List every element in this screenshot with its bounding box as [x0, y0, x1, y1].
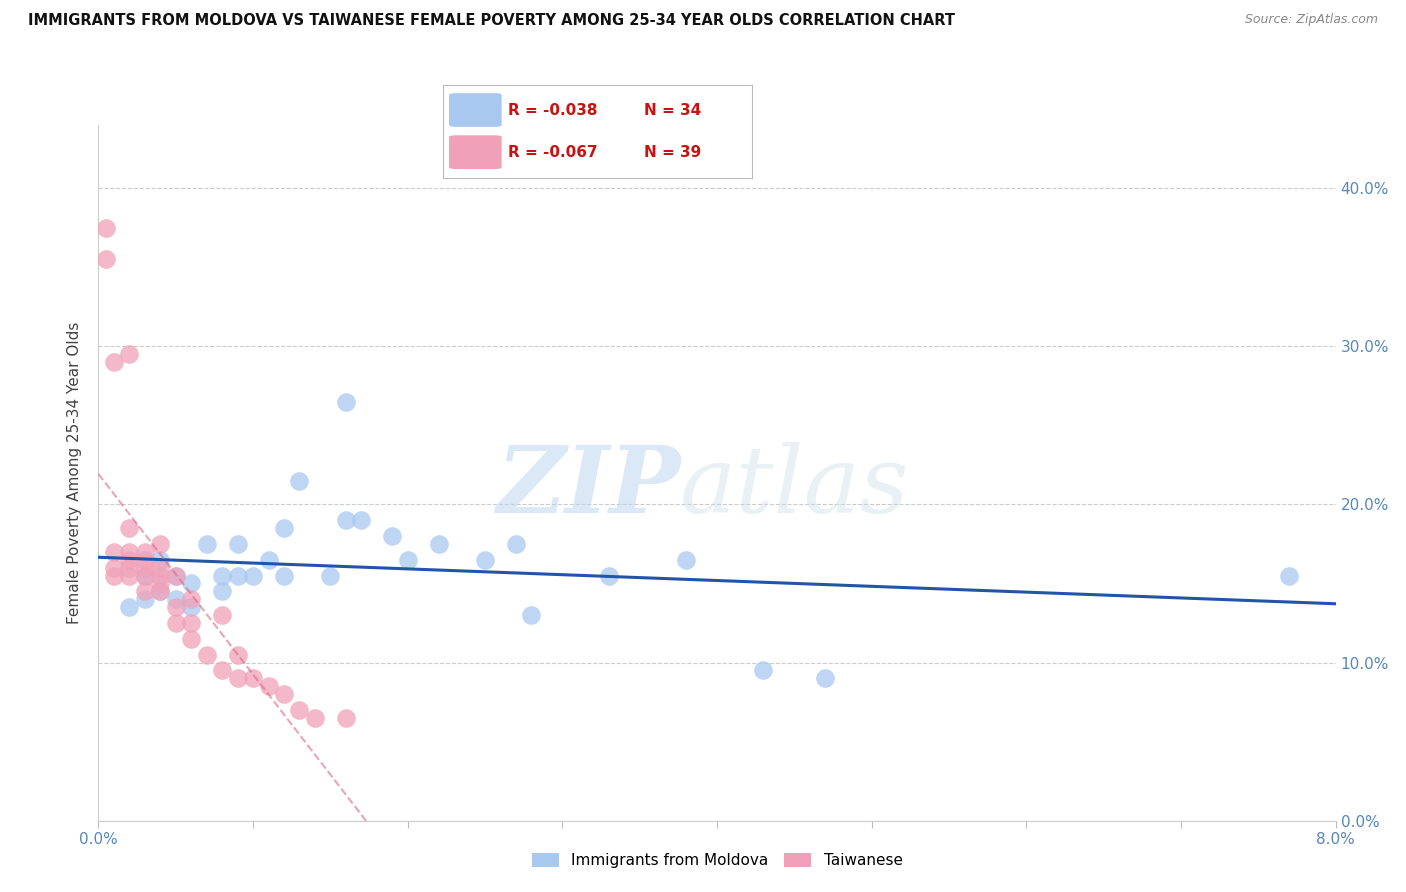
Point [288, 474, 311, 488]
Point [257, 552, 280, 567]
Text: R = -0.067: R = -0.067 [508, 145, 598, 160]
Point [242, 671, 264, 685]
Point [226, 537, 249, 551]
Point [149, 568, 172, 582]
Point [675, 552, 697, 567]
Point [381, 529, 404, 543]
Point [134, 552, 156, 567]
Point [134, 545, 156, 559]
Text: atlas: atlas [681, 442, 910, 532]
Legend: Immigrants from Moldova, Taiwanese: Immigrants from Moldova, Taiwanese [524, 846, 910, 876]
Point [134, 568, 156, 582]
Point [180, 615, 202, 630]
Point [226, 568, 249, 582]
Text: N = 34: N = 34 [644, 103, 702, 118]
Point [118, 560, 141, 574]
Point [195, 537, 218, 551]
Point [520, 608, 543, 623]
Point [134, 560, 156, 574]
Point [474, 552, 496, 567]
Point [103, 355, 125, 369]
Point [335, 513, 357, 527]
Point [118, 600, 141, 615]
Point [149, 537, 172, 551]
Point [180, 576, 202, 591]
Point [103, 568, 125, 582]
Point [350, 513, 373, 527]
Point [814, 671, 837, 685]
FancyBboxPatch shape [449, 136, 502, 169]
Point [427, 537, 450, 551]
Point [118, 568, 141, 582]
Point [103, 560, 125, 574]
Point [211, 664, 233, 678]
Point [149, 560, 172, 574]
Point [226, 671, 249, 685]
Point [273, 687, 295, 701]
Point [304, 711, 326, 725]
Point [257, 679, 280, 693]
Point [211, 584, 233, 599]
Point [134, 584, 156, 599]
Point [165, 592, 187, 607]
Point [396, 552, 419, 567]
Point [165, 568, 187, 582]
Point [149, 584, 172, 599]
Text: Source: ZipAtlas.com: Source: ZipAtlas.com [1244, 13, 1378, 27]
Point [752, 664, 775, 678]
Point [118, 347, 141, 361]
Point [226, 648, 249, 662]
Point [1278, 568, 1301, 582]
Point [180, 632, 202, 646]
Point [598, 568, 620, 582]
Point [149, 584, 172, 599]
Point [149, 552, 172, 567]
Point [149, 576, 172, 591]
Y-axis label: Female Poverty Among 25-34 Year Olds: Female Poverty Among 25-34 Year Olds [67, 322, 83, 624]
FancyBboxPatch shape [449, 93, 502, 127]
Point [273, 521, 295, 535]
Text: R = -0.038: R = -0.038 [508, 103, 598, 118]
Text: N = 39: N = 39 [644, 145, 702, 160]
Point [165, 568, 187, 582]
Point [180, 592, 202, 607]
Point [195, 648, 218, 662]
Text: IMMIGRANTS FROM MOLDOVA VS TAIWANESE FEMALE POVERTY AMONG 25-34 YEAR OLDS CORREL: IMMIGRANTS FROM MOLDOVA VS TAIWANESE FEM… [28, 13, 955, 29]
Point [335, 394, 357, 409]
Point [96, 252, 118, 267]
Point [180, 600, 202, 615]
Point [319, 568, 342, 582]
Point [103, 545, 125, 559]
Point [505, 537, 527, 551]
Text: ZIP: ZIP [496, 442, 681, 532]
Point [96, 220, 118, 235]
Point [211, 568, 233, 582]
Point [118, 521, 141, 535]
Point [288, 703, 311, 717]
Point [118, 552, 141, 567]
Point [165, 615, 187, 630]
Point [273, 568, 295, 582]
Point [211, 608, 233, 623]
Point [134, 568, 156, 582]
Point [118, 545, 141, 559]
Point [242, 568, 264, 582]
Point [335, 711, 357, 725]
Point [134, 592, 156, 607]
Point [165, 600, 187, 615]
